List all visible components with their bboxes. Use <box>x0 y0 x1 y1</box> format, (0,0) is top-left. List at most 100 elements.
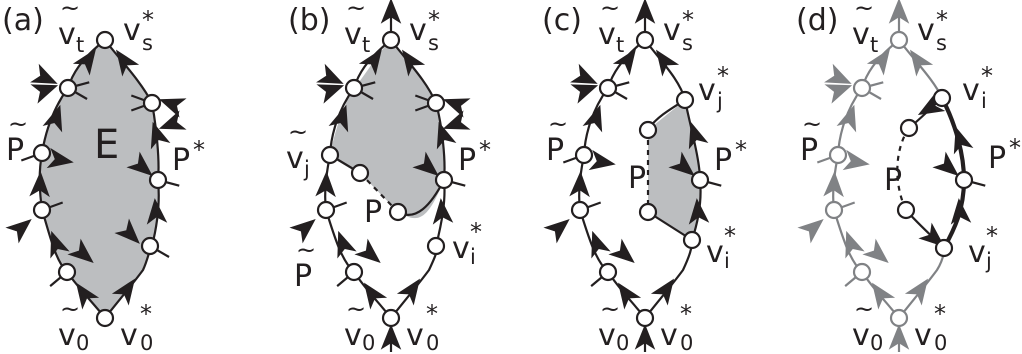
v-label: v <box>968 235 986 270</box>
sub-label: j <box>716 89 723 113</box>
star: * <box>479 136 491 164</box>
sub-label: 0 <box>76 331 89 354</box>
star: * <box>193 136 205 164</box>
v-label: v <box>58 318 76 353</box>
sub-label: 0 <box>426 331 439 354</box>
v-label: v <box>123 13 141 48</box>
p-label: P <box>546 133 564 168</box>
star: * <box>470 218 482 246</box>
v-label: v <box>344 318 362 353</box>
vertex <box>899 118 919 138</box>
vertex <box>574 145 594 165</box>
vertex <box>635 30 655 50</box>
v-label: v <box>286 141 304 176</box>
sub-label: 0 <box>616 331 629 354</box>
sub-label: 0 <box>140 331 153 354</box>
tilde: ~ <box>346 295 366 323</box>
v-label: v <box>852 318 870 353</box>
panel-tag: (a) <box>2 3 44 38</box>
sub-label: s <box>682 31 693 55</box>
tilde: ~ <box>600 0 620 22</box>
vertex <box>350 163 370 183</box>
vertex <box>426 93 446 113</box>
tilde: ~ <box>288 118 308 146</box>
tilde: ~ <box>346 0 366 22</box>
vertex <box>635 308 655 328</box>
sub-label: 0 <box>870 331 883 354</box>
p-label: P <box>172 143 190 178</box>
tilde: ~ <box>8 110 28 138</box>
star: * <box>934 300 946 328</box>
v-label: v <box>120 318 138 353</box>
v-label: v <box>706 235 724 270</box>
vertex <box>426 236 446 256</box>
sub-label: 0 <box>362 331 375 354</box>
v-label: v <box>598 17 616 52</box>
p-label: P <box>458 143 476 178</box>
tilde: ~ <box>60 295 80 323</box>
v-label: v <box>406 318 424 353</box>
path-label: P <box>884 163 902 198</box>
v-label: v <box>852 17 870 52</box>
v-label: v <box>660 318 678 353</box>
vertex <box>932 88 952 108</box>
tilde: ~ <box>296 236 316 264</box>
v-label: v <box>698 73 716 108</box>
vertex <box>148 170 168 190</box>
tilde: ~ <box>60 0 80 22</box>
vertex <box>381 30 401 50</box>
path-label: P <box>628 161 646 196</box>
vertex <box>142 93 162 113</box>
face-E <box>38 38 160 320</box>
vertex <box>889 30 909 50</box>
p-label: P <box>714 143 732 178</box>
v-label: v <box>409 13 427 48</box>
star: * <box>682 6 694 34</box>
star: * <box>735 136 747 164</box>
sub-label: 0 <box>934 331 947 354</box>
v-label: v <box>598 318 616 353</box>
sub-label: s <box>428 31 439 55</box>
vertex <box>824 200 844 220</box>
vertex <box>57 262 77 282</box>
panel-tag: (d) <box>796 3 838 38</box>
vertex <box>570 200 590 220</box>
vertex <box>828 145 848 165</box>
vertex <box>690 170 710 190</box>
path-label: P <box>364 195 382 230</box>
panel-a: (a) E ~ v t v * s ~ P P * ~ v 0 v * 0 <box>2 0 205 354</box>
vertex <box>320 145 340 165</box>
panel-c: (c) ~ v t v * s v * j ~ P P * P v * i ~ … <box>542 0 747 354</box>
vertex <box>316 200 336 220</box>
vertex <box>954 170 974 190</box>
vertex <box>852 78 872 98</box>
panel-tag: (b) <box>288 3 330 38</box>
face-label: E <box>94 122 119 168</box>
sub-label: j <box>303 157 310 181</box>
v-label: v <box>344 17 362 52</box>
vertex <box>682 230 702 250</box>
star: * <box>142 6 154 34</box>
sub-label: i <box>724 249 730 273</box>
star: * <box>428 6 440 34</box>
vertex <box>388 202 408 222</box>
v-label: v <box>452 231 470 266</box>
vertex <box>598 78 618 98</box>
star: * <box>986 222 998 250</box>
sub-label: 0 <box>680 331 693 354</box>
face <box>648 100 701 240</box>
sub-label: i <box>470 245 476 269</box>
star: * <box>724 222 736 250</box>
vertex <box>32 143 52 163</box>
vertex <box>381 308 401 328</box>
tilde: ~ <box>548 110 568 138</box>
sub-label: j <box>985 249 992 273</box>
vertex <box>852 262 872 282</box>
v-label: v <box>663 13 681 48</box>
sub-label: t <box>616 33 624 57</box>
panel-tag: (c) <box>542 3 582 38</box>
star: * <box>140 300 152 328</box>
star: * <box>717 62 729 90</box>
p-label: P <box>6 133 24 168</box>
star: * <box>936 6 948 34</box>
